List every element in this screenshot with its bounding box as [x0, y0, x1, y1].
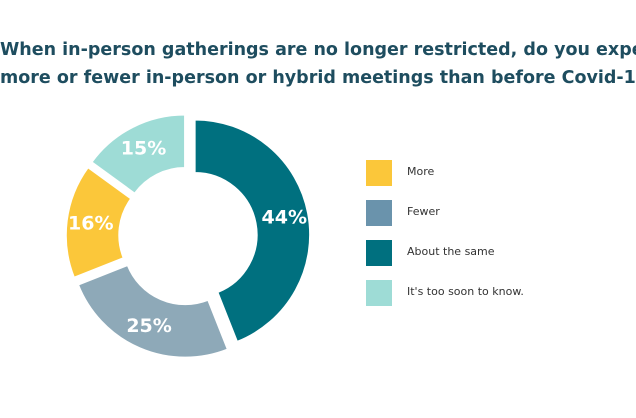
legend-label-too-soon: It's too soon to know. — [407, 285, 524, 298]
legend-label-fewer: Fewer — [407, 205, 440, 218]
legend-label-more: More — [407, 165, 435, 178]
legend-item-too-soon: It's too soon to know. — [366, 280, 606, 306]
legend-item-fewer: Fewer — [366, 200, 606, 226]
legend-swatch-fewer — [366, 200, 392, 226]
slice-fewer — [77, 264, 229, 359]
legend-swatch-too-soon — [366, 280, 392, 306]
legend-swatch-about-the-same — [366, 240, 392, 266]
chart-title: When in-person gatherings are no longer … — [0, 36, 636, 92]
legend-item-about-the-same: About the same — [366, 240, 606, 266]
slice-about-the-same — [194, 118, 311, 343]
data-label-16: 16% — [68, 213, 113, 235]
slice-too-soon — [90, 114, 186, 195]
data-label-44: 44% — [262, 207, 307, 229]
legend-swatch-more — [366, 160, 392, 186]
chart-title-line-2: more or fewer in-person or hybrid meetin… — [0, 68, 636, 88]
chart-title-line-1: When in-person gatherings are no longer … — [0, 40, 636, 60]
data-label-15: 15% — [121, 138, 166, 160]
legend-item-more: More — [366, 160, 606, 186]
slice-more — [65, 166, 132, 279]
legend-label-about-the-same: About the same — [407, 245, 495, 258]
data-label-25: 25% — [126, 315, 171, 337]
